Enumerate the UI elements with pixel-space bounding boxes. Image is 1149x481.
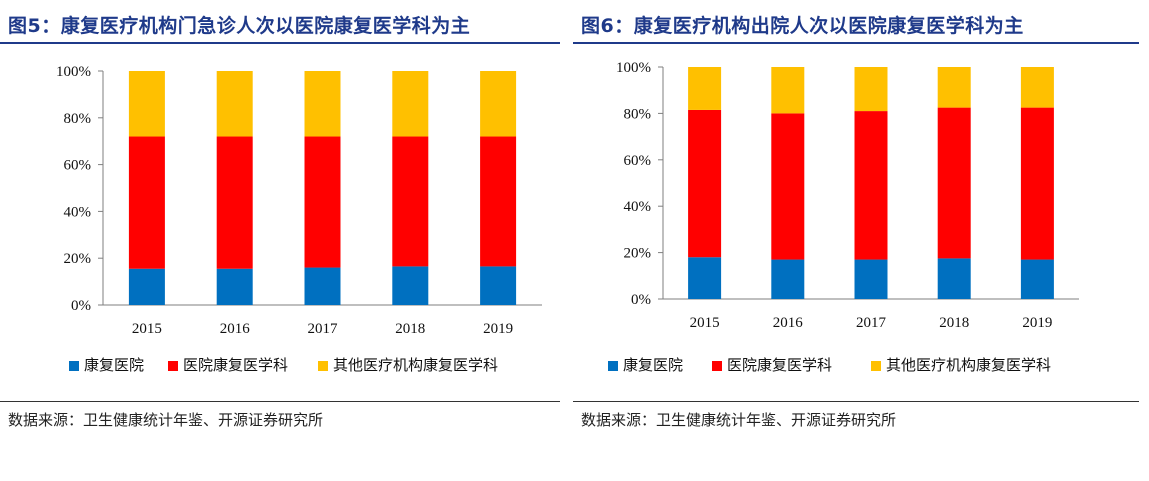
bar-2018-other-institution: [937, 67, 971, 108]
figure-6-source: 数据来源：卫生健康统计年鉴、开源证券研究所: [581, 411, 897, 429]
bar-2018-rehab-hospital: [392, 266, 429, 305]
figure-6-title-rule: [573, 42, 1139, 44]
y-tick-label: 0%: [631, 292, 651, 308]
bar-2018-other-institution: [392, 71, 429, 137]
legend-label: 其他医疗机构康复医学科: [886, 356, 1051, 374]
legend-swatch: [69, 361, 79, 371]
legend-label: 其他医疗机构康复医学科: [333, 356, 498, 374]
y-tick-label: 40%: [624, 199, 652, 215]
figure-5-source: 数据来源：卫生健康统计年鉴、开源证券研究所: [8, 411, 324, 429]
legend-label: 医院康复医学科: [183, 356, 288, 374]
y-tick-label: 100%: [616, 60, 651, 76]
legend-swatch: [168, 361, 178, 371]
bar-2015-hospital-rehab-dept: [688, 109, 722, 258]
legend-label: 康复医院: [623, 356, 683, 374]
x-tick-label: 2015: [132, 321, 162, 337]
legend-swatch: [712, 361, 722, 371]
bar-2017-other-institution: [304, 71, 341, 137]
y-tick-label: 20%: [624, 246, 652, 262]
bar-2016-other-institution: [771, 67, 805, 114]
legend-label: 医院康复医学科: [727, 356, 832, 374]
y-tick-label: 0%: [71, 298, 91, 314]
bar-2018-hospital-rehab-dept: [392, 136, 429, 267]
figure-6-source-rule: [573, 401, 1139, 402]
x-tick-label: 2019: [483, 321, 513, 337]
figure-6-chart: 0% 20% 40% 60% 80% 100% 2015 2016 2017 2018 2019 康复…: [608, 60, 1079, 374]
bar-2015-hospital-rehab-dept: [128, 136, 165, 269]
y-tick-label: 80%: [64, 111, 92, 127]
y-tick-label: 80%: [624, 106, 652, 122]
bar-2019-rehab-hospital: [1020, 259, 1054, 299]
bar-2017-other-institution: [854, 67, 888, 112]
bar-2016-other-institution: [216, 71, 253, 137]
bar-2018-rehab-hospital: [937, 258, 971, 299]
bar-2015-rehab-hospital: [688, 257, 722, 299]
legend-label: 康复医院: [84, 356, 144, 374]
y-tick-label: 60%: [624, 153, 652, 169]
bar-2019-other-institution: [480, 71, 517, 137]
figure-5-title: 图5：康复医疗机构门急诊人次以医院康复医学科为主: [8, 15, 471, 37]
bar-2017-hospital-rehab-dept: [854, 111, 888, 260]
bar-2017-hospital-rehab-dept: [304, 136, 341, 268]
y-tick-label: 60%: [64, 158, 92, 174]
x-tick-label: 2015: [690, 315, 720, 331]
bar-2015-other-institution: [128, 71, 165, 137]
bar-2016-hospital-rehab-dept: [771, 113, 805, 260]
legend-swatch: [608, 361, 618, 371]
figure-5-chart: 0% 20% 40% 60% 80% 100% 2015 2016 2017 2018 2019 康复…: [56, 64, 542, 374]
bar-2019-other-institution: [1020, 67, 1054, 108]
figure-5-source-rule: [0, 401, 560, 402]
bar-2019-hospital-rehab-dept: [1020, 107, 1054, 260]
x-tick-label: 2019: [1022, 315, 1052, 331]
legend-swatch: [871, 361, 881, 371]
legend-swatch: [318, 361, 328, 371]
figure-5-title-rule: [0, 42, 560, 44]
bar-2016-hospital-rehab-dept: [216, 136, 253, 269]
figure-6-title: 图6：康复医疗机构出院人次以医院康复医学科为主: [581, 15, 1024, 37]
bar-2019-rehab-hospital: [480, 266, 517, 305]
bar-2015-other-institution: [688, 67, 722, 110]
x-tick-label: 2018: [395, 321, 425, 337]
bar-2017-rehab-hospital: [304, 267, 341, 305]
x-tick-label: 2016: [773, 315, 804, 331]
x-tick-label: 2017: [856, 315, 887, 331]
x-tick-label: 2017: [308, 321, 339, 337]
figure-5-panel: 图5：康复医疗机构门急诊人次以医院康复医学科为主 0% 20% 40% 60% 80% 1…: [0, 0, 560, 481]
figure-6-panel: 图6：康复医疗机构出院人次以医院康复医学科为主 0% 20% 40% 60% 80% 10…: [573, 0, 1149, 481]
bar-2016-rehab-hospital: [771, 259, 805, 299]
bar-2019-hospital-rehab-dept: [480, 136, 517, 267]
y-tick-label: 100%: [56, 64, 91, 80]
bar-2018-hospital-rehab-dept: [937, 107, 971, 259]
bar-2016-rehab-hospital: [216, 268, 253, 305]
bar-2015-rehab-hospital: [128, 268, 165, 305]
x-tick-label: 2016: [220, 321, 251, 337]
x-tick-label: 2018: [939, 315, 969, 331]
bar-2017-rehab-hospital: [854, 259, 888, 299]
y-tick-label: 20%: [64, 251, 92, 267]
y-tick-label: 40%: [64, 204, 92, 220]
